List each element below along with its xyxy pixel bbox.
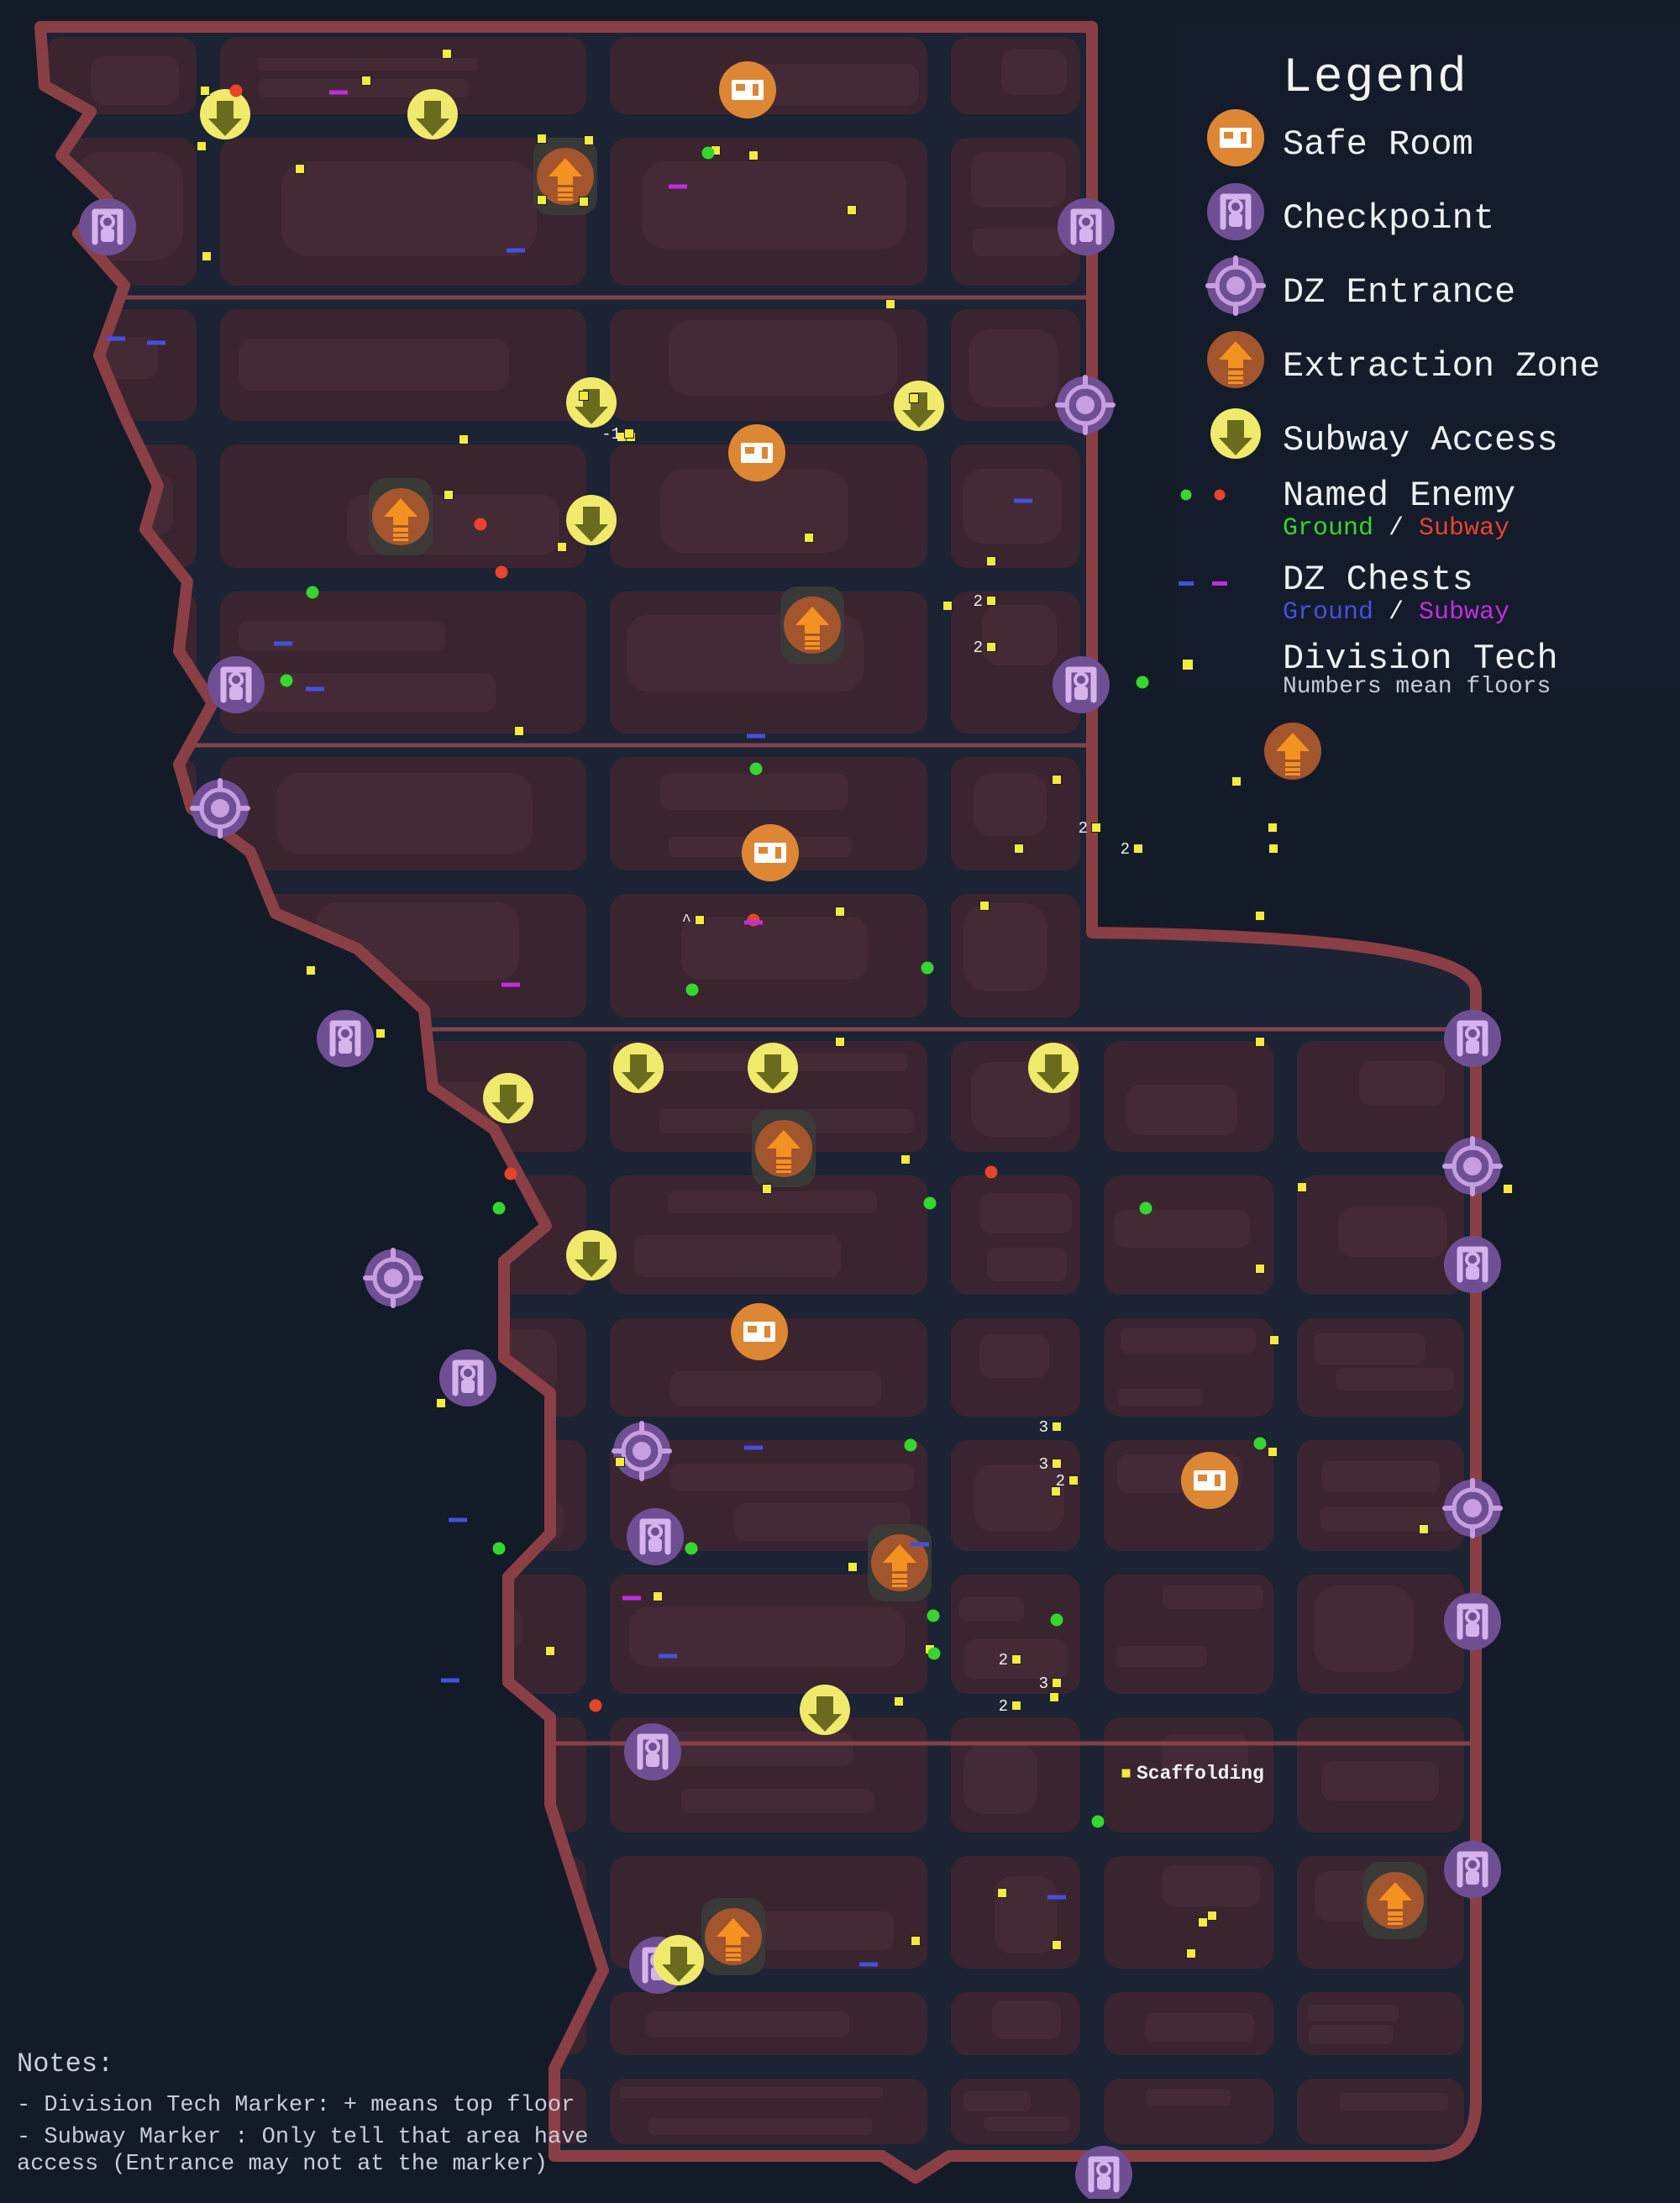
- svg-text:2: 2: [1121, 840, 1130, 859]
- svg-text:Scaffolding: Scaffolding: [1137, 1763, 1264, 1785]
- svg-text:Legend: Legend: [1283, 51, 1468, 106]
- svg-text:- Subway Marker : Only tell th: - Subway Marker : Only tell that area ha…: [17, 2125, 589, 2150]
- svg-text:-1: -1: [601, 425, 621, 444]
- svg-text:2: 2: [1079, 819, 1088, 838]
- svg-text:Ground / Subway: Ground / Subway: [1283, 598, 1509, 627]
- svg-text:access (Entrance may not at th: access (Entrance may not at the marker): [17, 2152, 548, 2177]
- svg-text:2: 2: [1056, 1472, 1065, 1491]
- svg-text:3: 3: [1039, 1418, 1048, 1437]
- svg-text:3: 3: [1039, 1675, 1048, 1693]
- svg-text:2: 2: [999, 1697, 1008, 1716]
- svg-text:- Division Tech Marker: + mean: - Division Tech Marker: + means top floo…: [17, 2093, 575, 2118]
- svg-text:2: 2: [999, 1651, 1008, 1669]
- svg-text:Subway Access: Subway Access: [1283, 420, 1558, 460]
- svg-text:2: 2: [974, 592, 983, 611]
- svg-text:Notes:: Notes:: [17, 2048, 113, 2079]
- svg-text:3: 3: [1039, 1455, 1048, 1474]
- svg-text:Safe Room: Safe Room: [1283, 124, 1473, 165]
- svg-text:^: ^: [682, 912, 691, 930]
- svg-text:Named Enemy: Named Enemy: [1283, 476, 1515, 516]
- svg-text:Checkpoint: Checkpoint: [1283, 198, 1494, 239]
- svg-text:DZ Chests: DZ Chests: [1283, 560, 1473, 600]
- svg-text:Division Tech: Division Tech: [1283, 639, 1558, 679]
- svg-text:Ground / Subway: Ground / Subway: [1283, 514, 1509, 543]
- svg-text:2: 2: [974, 639, 983, 657]
- svg-text:DZ Entrance: DZ Entrance: [1283, 272, 1515, 313]
- svg-text:Numbers mean floors: Numbers mean floors: [1283, 674, 1551, 700]
- svg-text:Extraction Zone: Extraction Zone: [1283, 346, 1600, 386]
